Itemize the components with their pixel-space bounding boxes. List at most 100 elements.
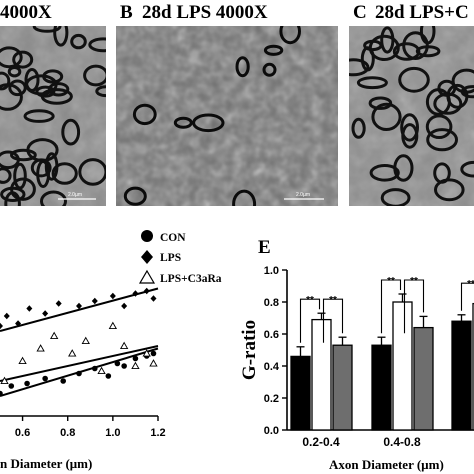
scatter-point-con [42, 375, 48, 382]
axon-ring [78, 158, 106, 186]
legend-triangle-icon [138, 269, 156, 284]
scatter-point-con [132, 355, 139, 362]
significance-bracket [322, 298, 344, 343]
scatter-point-lps [42, 310, 49, 317]
axon-ring [279, 26, 301, 45]
bar-category-label: 0.2-0.4 [302, 435, 340, 449]
axon-ring [426, 128, 459, 152]
scatter-point-lps [143, 287, 150, 295]
axon-ring [235, 56, 250, 78]
axon-ring [8, 79, 27, 97]
panel-b-label: 28d LPS 4000X [142, 2, 268, 23]
axon-ring [32, 26, 62, 33]
axon-ring [10, 177, 36, 201]
axon-ring [4, 191, 21, 206]
micrograph-panel-b [116, 26, 338, 206]
scatter-point-con [0, 390, 3, 397]
scatter-point-lps-c3ara [81, 336, 90, 345]
axon-ring [83, 64, 106, 87]
scatter-point-con [8, 383, 15, 389]
axon-ring [263, 44, 284, 56]
axon-ring [95, 85, 106, 98]
legend-diamond-icon [141, 250, 153, 264]
scatter-point-lps-c3ara [131, 361, 140, 370]
axon-ring [460, 85, 474, 99]
axon-ring [356, 76, 388, 90]
scatter-point-lps [55, 300, 62, 307]
axon-ring [351, 117, 366, 139]
axon-ring [0, 46, 23, 69]
axon-ring [371, 102, 402, 132]
micrograph-panel-a [0, 26, 106, 206]
panel-b-letter: B [120, 2, 133, 23]
scatter-point-lps [15, 320, 22, 327]
axon-ring [40, 190, 67, 206]
scatter-point-lps-c3ara [36, 344, 45, 352]
axon-ring [401, 123, 419, 149]
bar-y-tick-label: 0.2 [264, 393, 279, 405]
axon-ring [425, 114, 453, 139]
scatter-point-lps [150, 295, 157, 302]
bar-y-tick-label: 1.0 [264, 265, 279, 277]
scale-bar-a-label: 2.0µm [68, 192, 82, 198]
trend-line [0, 287, 159, 332]
axon-ring [349, 58, 370, 77]
scatter-x-axis-label: n Diameter (μm) [0, 456, 92, 471]
bar-y-axis-label: G-ratio [239, 320, 260, 380]
significance-bracket [460, 282, 474, 311]
axon-ring [61, 118, 81, 146]
scatter-point-lps-c3ara [49, 331, 59, 340]
bar-con [371, 344, 392, 431]
significance-label: ** [387, 276, 395, 287]
bar-x-axis-label: Axon Diameter (µm) [329, 457, 444, 472]
legend-lps-c3ara-label: LPS+C3aRa [160, 273, 222, 285]
scatter-point-lps-c3ara [149, 359, 158, 367]
trend-line [0, 345, 159, 382]
scatter-x-tick-label: 0.8 [60, 427, 75, 439]
bar-con [451, 320, 472, 431]
significance-bracket [380, 279, 402, 334]
axon-ring [7, 66, 22, 78]
bar-category-label: 0.4-0.8 [383, 435, 421, 449]
axon-ring [393, 154, 414, 182]
significance-bracket [299, 298, 321, 343]
axon-ring [232, 189, 257, 206]
scatter-point-lps [121, 302, 128, 310]
axon-ring [0, 71, 11, 91]
axon-ring [88, 37, 106, 53]
axon-ring [53, 26, 69, 47]
scatter-point-lps [26, 305, 33, 312]
bar-lps-c3ara [332, 344, 353, 431]
bar-y-tick-label: 0.0 [264, 425, 279, 437]
axon-ring [12, 50, 34, 69]
axon-ring [70, 33, 87, 50]
axon-ring [23, 109, 55, 123]
bar-y-tick-label: 0.4 [264, 361, 280, 373]
bar-lps [311, 318, 332, 431]
axon-ring [380, 188, 411, 206]
axon-ring [173, 116, 193, 129]
bar-lps-c3ara [413, 326, 434, 431]
scatter-point-lps-c3ara [68, 349, 77, 357]
scatter-point-lps-c3ara [97, 366, 106, 375]
bar-con [290, 355, 311, 431]
significance-label: ** [467, 279, 474, 290]
scatter-point-con [121, 363, 127, 369]
panel-e-letter: E [258, 237, 271, 258]
scatter-point-con [114, 360, 121, 367]
significance-bracket [403, 279, 425, 334]
axon-ring [10, 148, 37, 162]
axon-ring [437, 79, 457, 97]
axon-ring [402, 31, 429, 60]
bar-y-tick-label: 0.6 [264, 329, 279, 341]
scatter-x-tick-label: 1.2 [150, 427, 165, 439]
axon-ring [262, 62, 277, 77]
scatter-point-con [76, 370, 82, 377]
legend-lps-label: LPS [160, 252, 181, 264]
panel-a-label: 4000X [0, 2, 52, 23]
scatter-point-con [60, 378, 66, 384]
axon-ring [400, 113, 420, 142]
axon-ring [392, 42, 421, 61]
axon-ring [123, 186, 147, 206]
